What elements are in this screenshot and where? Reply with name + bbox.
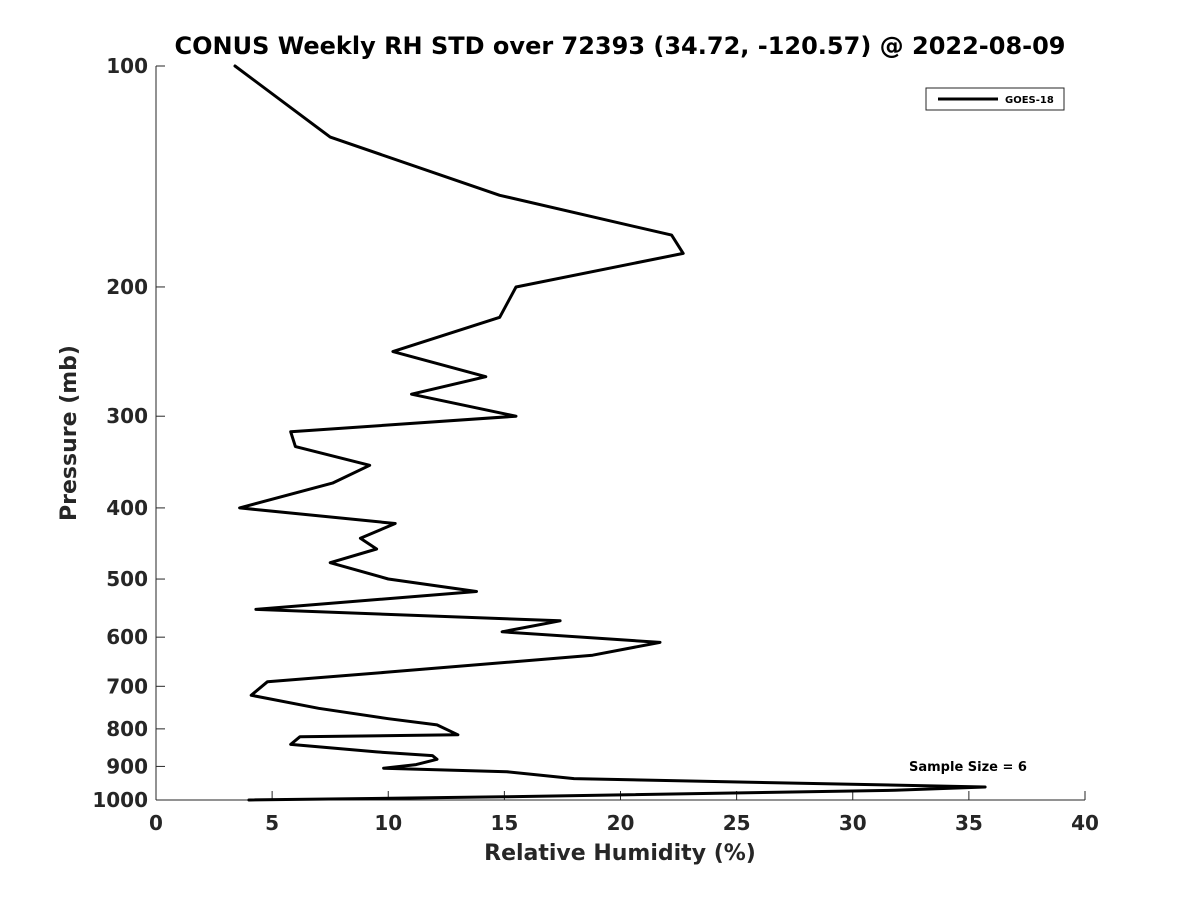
sample-size-annotation: Sample Size = 6 (909, 760, 1027, 775)
x-tick-label: 40 (1071, 811, 1099, 835)
plot-axes (155, 66, 1085, 801)
x-axis-ticks: 0 5 10 15 20 25 30 35 40 (149, 791, 1099, 835)
y-tick-label: 500 (106, 567, 148, 591)
x-axis-label: Relative Humidity (%) (484, 841, 756, 866)
x-tick-label: 5 (265, 811, 279, 835)
x-tick-label: 30 (839, 811, 867, 835)
y-tick-label: 700 (106, 674, 148, 698)
y-axis-ticks: 100 200 300 400 500 600 700 800 900 1000 (92, 54, 165, 812)
x-tick-label: 0 (149, 811, 163, 835)
chart-title: CONUS Weekly RH STD over 72393 (34.72, -… (174, 32, 1065, 60)
y-tick-label: 900 (106, 754, 148, 778)
x-tick-label: 20 (607, 811, 635, 835)
y-tick-label: 400 (106, 496, 148, 520)
legend: GOES-18 (925, 87, 1065, 111)
y-tick-label: 1000 (92, 788, 148, 812)
y-tick-label: 800 (106, 717, 148, 741)
x-tick-label: 35 (955, 811, 983, 835)
y-tick-label: 600 (106, 625, 148, 649)
series-line-goes-18 (233, 64, 987, 802)
y-tick-label: 300 (106, 404, 148, 428)
y-tick-label: 100 (106, 54, 148, 78)
series-layer (233, 64, 987, 802)
x-tick-label: 15 (490, 811, 518, 835)
legend-label-goes-18: GOES-18 (1005, 95, 1054, 106)
y-tick-label: 200 (106, 275, 148, 299)
x-tick-label: 10 (374, 811, 402, 835)
y-axis-label: Pressure (mb) (57, 345, 82, 521)
x-tick-label: 25 (723, 811, 751, 835)
